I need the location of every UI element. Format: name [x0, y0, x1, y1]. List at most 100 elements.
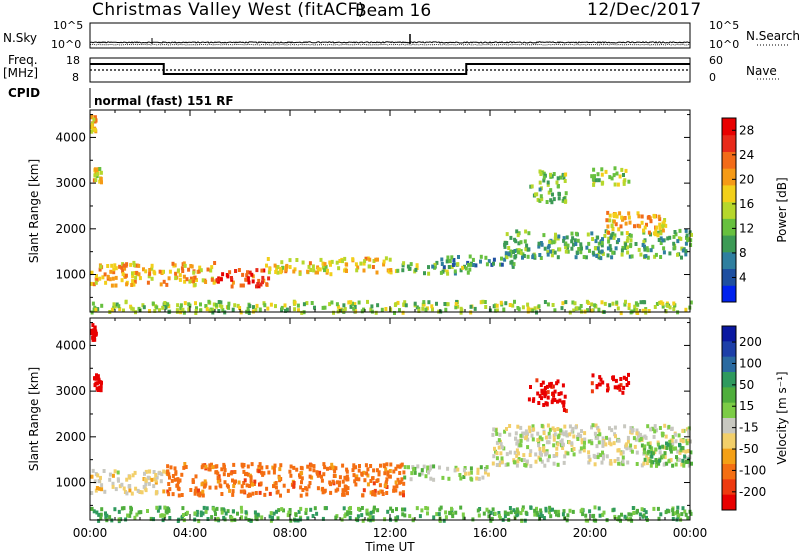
velocity-echo-cell	[532, 427, 536, 432]
power-echo-cell	[645, 222, 648, 227]
velocity-echo-cell	[355, 474, 359, 479]
power-echo-cell	[402, 302, 406, 307]
velocity-echo-cell	[352, 463, 356, 468]
velocity-echo-cell	[409, 477, 413, 482]
velocity-echo-cell	[402, 470, 406, 475]
velocity-echo-cell	[537, 401, 541, 405]
velocity-echo-cell	[167, 492, 171, 497]
power-echo-cell	[662, 220, 666, 225]
velocity-echo-cell	[556, 427, 560, 431]
velocity-echo-cell	[551, 391, 555, 396]
velocity-echo-cell	[532, 397, 536, 402]
velocity-echo-cell	[401, 490, 405, 495]
power-echo-cell	[564, 191, 568, 196]
velocity-echo-cell	[447, 476, 451, 481]
power-echo-cell	[500, 262, 504, 267]
velocity-echo-cell	[652, 434, 656, 439]
velocity-colorbar-segment	[722, 372, 736, 388]
velocity-echo-cell	[143, 471, 146, 476]
power-echo-cell	[109, 269, 113, 274]
power-echo-cell	[308, 261, 312, 266]
velocity-echo-cell	[541, 380, 545, 385]
power-echo-cell	[586, 308, 589, 313]
power-echo-cell	[642, 239, 646, 244]
power-echo-cell	[623, 302, 627, 307]
velocity-echo-cell	[258, 490, 262, 495]
velocity-echo-cell	[171, 492, 175, 497]
velocity-echo-cell	[116, 477, 120, 482]
power-echo-cell	[653, 254, 657, 259]
velocity-echo-cell	[644, 510, 648, 515]
power-echo-cell	[586, 232, 590, 237]
velocity-echo-cell	[435, 512, 439, 517]
velocity-echo-cell	[531, 424, 535, 429]
power-echo-cell	[94, 307, 98, 312]
velocity-colorbar-segment	[722, 341, 736, 358]
velocity-echo-cell	[224, 511, 228, 516]
power-echo-cell	[98, 167, 102, 171]
velocity-echo-cell	[587, 460, 591, 465]
power-echo-cell	[633, 224, 636, 229]
power-echo-cell	[474, 263, 478, 268]
power-echo-cell	[448, 258, 452, 263]
velocity-echo-cell	[539, 510, 543, 515]
power-echo-cell	[618, 174, 622, 179]
velocity-echo-cell	[276, 516, 280, 521]
y-tick-label: 1000	[55, 268, 86, 282]
power-echo-cell	[516, 306, 520, 310]
power-echo-cell	[689, 300, 693, 305]
power-echo-cell	[276, 265, 280, 269]
velocity-echo-cell	[497, 513, 501, 518]
velocity-echo-cell	[515, 441, 519, 446]
power-echo-cell	[165, 282, 169, 287]
velocity-echo-cell	[240, 462, 244, 467]
power-echo-cell	[246, 276, 250, 281]
velocity-echo-cell	[331, 479, 335, 484]
colorbar-tick-label: 4	[739, 270, 747, 284]
velocity-echo-cell	[515, 453, 519, 458]
velocity-echo-cell	[584, 513, 588, 518]
velocity-echo-cell	[438, 465, 441, 470]
velocity-echo-cell	[495, 463, 499, 467]
axes: 00:00 04:00 08:00 12:00 16:00 20:00 00:00Time …	[73, 526, 708, 554]
power-echo-cell	[639, 300, 643, 305]
velocity-echo-cell	[562, 400, 566, 405]
velocity-echo-cell	[386, 472, 390, 477]
power-echo-cell	[566, 249, 570, 254]
power-echo-cell	[624, 242, 628, 247]
velocity-echo-cell	[373, 488, 377, 493]
velocity-echo-cell	[334, 515, 338, 520]
velocity-echo-cell	[289, 518, 293, 523]
power-echo-cell	[579, 242, 583, 247]
velocity-echo-cell	[542, 403, 546, 407]
velocity-echo-cell	[553, 398, 557, 402]
power-echo-cell	[293, 307, 297, 312]
power-echo-cell	[241, 272, 245, 277]
power-echo-cell	[446, 255, 450, 260]
velocity-echo-cell	[210, 515, 214, 520]
power-echo-cell	[507, 252, 511, 257]
power-echo-cell	[546, 180, 550, 185]
velocity-echo-cell	[549, 514, 553, 519]
velocity-echo-cell	[621, 455, 625, 460]
velocity-echo-cell	[242, 469, 246, 474]
velocity-echo-cell	[495, 431, 499, 436]
velocity-echo-cell	[415, 506, 419, 511]
velocity-echo-cell	[553, 428, 557, 432]
velocity-echo-cell	[547, 440, 551, 445]
velocity-echo-cell	[546, 458, 550, 463]
power-echo-cell	[649, 248, 653, 253]
power-echo-cell	[338, 259, 342, 263]
velocity-echo-cell	[497, 463, 501, 468]
power-echo-cell	[609, 235, 613, 240]
velocity-echo-cell	[562, 509, 566, 514]
power-echo-cell	[369, 307, 373, 312]
velocity-echo-cell	[505, 452, 509, 457]
velocity-echo-cell	[357, 468, 361, 473]
power-echo-cell	[684, 228, 688, 233]
power-echo-cell	[132, 263, 136, 268]
y-tick-label: 1000	[55, 476, 86, 490]
velocity-echo-cell	[596, 425, 600, 430]
power-echo-cell	[590, 174, 594, 179]
power-echo-cell	[673, 245, 677, 250]
